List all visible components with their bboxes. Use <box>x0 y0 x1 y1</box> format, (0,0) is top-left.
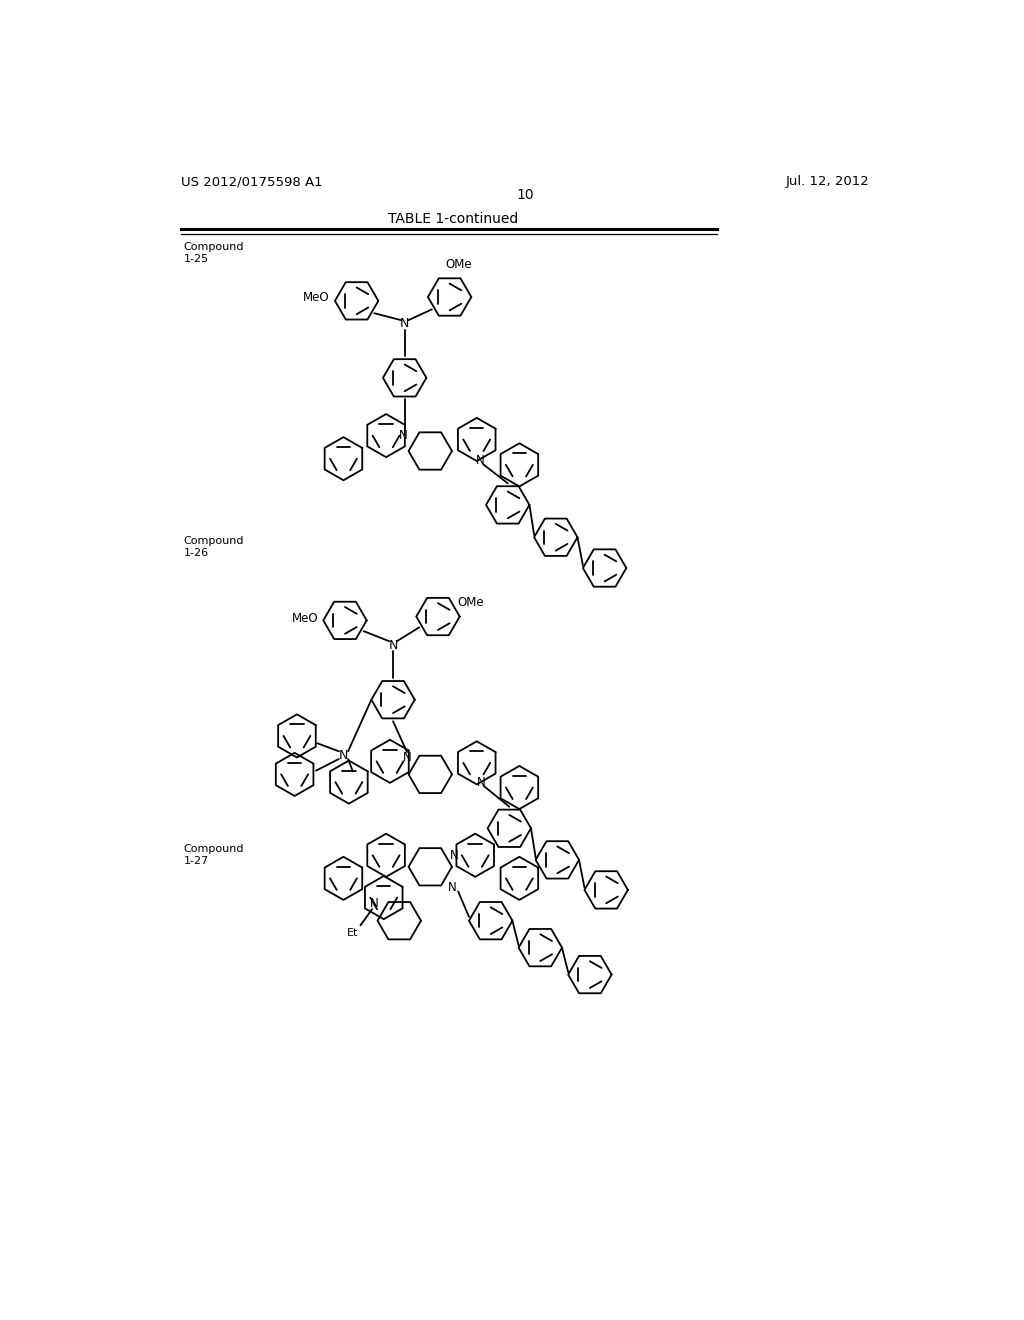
Text: Compound
1-26: Compound 1-26 <box>183 536 245 558</box>
Text: N: N <box>447 880 457 894</box>
Text: OMe: OMe <box>445 259 472 271</box>
Text: N: N <box>450 849 459 862</box>
Text: N: N <box>476 454 485 467</box>
Text: TABLE 1-continued: TABLE 1-continued <box>388 213 518 226</box>
Text: N: N <box>400 317 410 330</box>
Text: Jul. 12, 2012: Jul. 12, 2012 <box>785 176 869 189</box>
Text: N: N <box>477 776 485 788</box>
Text: N: N <box>388 639 397 652</box>
Text: 10: 10 <box>516 187 534 202</box>
Text: Compound
1-25: Compound 1-25 <box>183 242 245 264</box>
Text: N: N <box>370 898 379 911</box>
Text: N: N <box>339 748 348 762</box>
Text: OMe: OMe <box>458 597 484 610</box>
Text: Compound
1-27: Compound 1-27 <box>183 843 245 866</box>
Text: Et: Et <box>347 928 358 939</box>
Text: MeO: MeO <box>303 290 330 304</box>
Text: N: N <box>402 751 412 764</box>
Text: N: N <box>398 429 408 442</box>
Text: MeO: MeO <box>292 612 318 626</box>
Text: US 2012/0175598 A1: US 2012/0175598 A1 <box>180 176 323 189</box>
